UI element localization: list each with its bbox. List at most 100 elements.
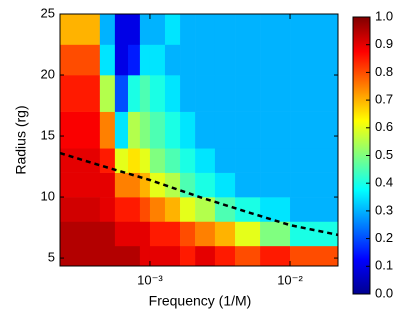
heatmap-cell bbox=[139, 148, 151, 173]
plot-frame bbox=[59, 13, 339, 267]
heatmap-cell bbox=[114, 14, 129, 45]
heatmap-cell bbox=[260, 14, 291, 45]
heatmap-cell bbox=[290, 148, 339, 173]
heatmap-cell bbox=[180, 44, 196, 76]
heatmap-cell bbox=[180, 75, 196, 112]
heatmap-cell bbox=[260, 148, 291, 173]
heatmap-cell bbox=[149, 172, 166, 198]
heatmap-cell bbox=[149, 245, 166, 267]
heatmap-cell bbox=[60, 148, 101, 173]
heatmap-cell bbox=[290, 197, 339, 222]
colorbar-tick-label: 1.0 bbox=[375, 8, 393, 23]
heatmap-cell bbox=[114, 172, 129, 198]
heatmap-cell bbox=[195, 111, 216, 149]
heatmap-cell bbox=[139, 245, 151, 267]
heatmap-cell bbox=[60, 44, 101, 76]
x-axis-title: Frequency (1/M) bbox=[149, 293, 252, 309]
heatmap-cell bbox=[290, 75, 339, 112]
colorbar-tick-label: 0.8 bbox=[375, 64, 393, 79]
heatmap-cell bbox=[260, 75, 291, 112]
heatmap-cell bbox=[114, 221, 129, 247]
heatmap-cell bbox=[214, 75, 236, 112]
heatmap-cell bbox=[60, 197, 101, 222]
heatmap-cell bbox=[164, 172, 181, 198]
heatmap-cell bbox=[60, 14, 101, 45]
heatmap-cell bbox=[99, 14, 116, 45]
heatmap-cell bbox=[290, 44, 339, 76]
colorbar-tick-label: 0.6 bbox=[375, 119, 393, 134]
heatmap-cell bbox=[149, 148, 166, 173]
heatmap-cell bbox=[235, 197, 261, 222]
heatmap-cell bbox=[195, 197, 216, 222]
heatmap-cell bbox=[235, 172, 261, 198]
heatmap-cell bbox=[164, 14, 181, 45]
heatmap-cell bbox=[114, 148, 129, 173]
heatmap-cell bbox=[214, 111, 236, 149]
heatmap-cell bbox=[149, 14, 166, 45]
heatmap-cell bbox=[214, 197, 236, 222]
heatmap-cell bbox=[214, 245, 236, 267]
heatmap-cell bbox=[235, 221, 261, 247]
heatmap-cell bbox=[114, 197, 129, 222]
heatmap-cell bbox=[60, 221, 101, 247]
heatmap-cell bbox=[180, 14, 196, 45]
y-tick-label: 25 bbox=[41, 5, 55, 20]
y-tick-label: 10 bbox=[41, 188, 55, 203]
heatmap-cell bbox=[60, 172, 101, 198]
heatmap-cell bbox=[290, 172, 339, 198]
x-tick-label: 10⁻² bbox=[277, 272, 303, 287]
heatmap-cell bbox=[127, 172, 141, 198]
heatmap-cell bbox=[195, 245, 216, 267]
heatmap-cell bbox=[149, 75, 166, 112]
heatmap-cell bbox=[214, 148, 236, 173]
heatmap-cell bbox=[180, 197, 196, 222]
heatmap-cell bbox=[114, 245, 129, 267]
heatmap-cell bbox=[214, 172, 236, 198]
heatmap-cell bbox=[260, 172, 291, 198]
heatmap-cell bbox=[149, 111, 166, 149]
heatmap-cell bbox=[127, 14, 141, 45]
heatmap-cell bbox=[164, 197, 181, 222]
heatmap-cell bbox=[127, 197, 141, 222]
colorbar-tick-label: 0.4 bbox=[375, 175, 393, 190]
colorbar-tick-label: 0.0 bbox=[375, 285, 393, 300]
heatmap-cell bbox=[180, 148, 196, 173]
heatmap-cell bbox=[99, 245, 116, 267]
heatmap-cell bbox=[139, 197, 151, 222]
heatmap-cell bbox=[139, 111, 151, 149]
heatmap-cell bbox=[235, 111, 261, 149]
heatmap-cell bbox=[139, 44, 151, 76]
colorbar-tick-label: 0.3 bbox=[375, 202, 393, 217]
colorbar-tick-label: 0.1 bbox=[375, 258, 393, 273]
heatmap-cell bbox=[139, 14, 151, 45]
heatmap-cell bbox=[127, 44, 141, 76]
heatmap-cell bbox=[164, 111, 181, 149]
heatmap-cell bbox=[149, 221, 166, 247]
dashed-curve bbox=[59, 151, 339, 237]
heatmap-cell bbox=[214, 14, 236, 45]
heatmap-cell bbox=[60, 111, 101, 149]
colorbar-tick-label: 0.9 bbox=[375, 36, 393, 51]
heatmap-cell bbox=[114, 111, 129, 149]
heatmap-cell bbox=[60, 245, 101, 267]
heatmap-cell bbox=[127, 111, 141, 149]
heatmap-cell bbox=[180, 245, 196, 267]
heatmap-cell bbox=[260, 245, 291, 267]
heatmap-cell bbox=[139, 172, 151, 198]
heatmap-cell bbox=[127, 75, 141, 112]
heatmap-cell bbox=[149, 197, 166, 222]
heatmap-cell bbox=[235, 245, 261, 267]
heatmap-cell bbox=[127, 148, 141, 173]
heatmap-cell bbox=[149, 44, 166, 76]
heatmap-cell bbox=[164, 245, 181, 267]
heatmap bbox=[60, 14, 339, 267]
heatmap-cell bbox=[164, 44, 181, 76]
heatmap-cell bbox=[99, 197, 116, 222]
y-tick-label: 5 bbox=[48, 250, 55, 265]
heatmap-cell bbox=[214, 44, 236, 76]
y-axis-title: Radius (rg) bbox=[13, 105, 29, 174]
heatmap-cell bbox=[127, 245, 141, 267]
heatmap-cell bbox=[235, 44, 261, 76]
heatmap-cell bbox=[290, 111, 339, 149]
heatmap-cell bbox=[164, 221, 181, 247]
